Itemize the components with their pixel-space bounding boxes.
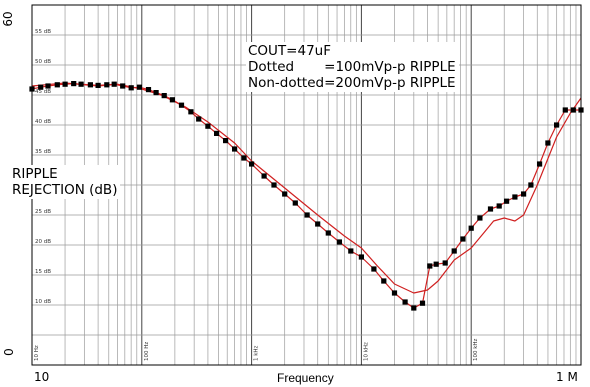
annotation-dotted: Dotted =100mVp-p RIPPLE xyxy=(248,59,456,75)
series-point-marker xyxy=(104,82,110,88)
series-point-marker xyxy=(402,299,408,305)
series-point-marker xyxy=(223,138,229,144)
series-point-marker xyxy=(38,84,44,90)
y-axis-title-line-2: REJECTION (dB) xyxy=(12,182,118,198)
decade-label: 100 Hz xyxy=(144,342,150,361)
series-point-marker xyxy=(512,194,518,200)
y-tick-label: 20 dB xyxy=(35,239,51,245)
series-layer xyxy=(29,81,584,311)
series-point-marker xyxy=(169,97,175,103)
series-point-marker xyxy=(87,82,93,88)
series-point-marker xyxy=(411,305,417,311)
series-point-marker xyxy=(358,254,364,260)
decade-label: 10 Hz xyxy=(34,345,40,361)
y-tick-label: 55 dB xyxy=(35,29,51,35)
series-point-marker xyxy=(528,182,534,188)
x-axis-min-label: 10 xyxy=(34,370,50,384)
series-point-marker xyxy=(178,102,185,108)
series-point-marker xyxy=(562,107,568,113)
series-point-marker xyxy=(292,200,298,206)
series-point-marker xyxy=(371,266,377,272)
series-point-marker xyxy=(381,278,387,284)
series-point-marker xyxy=(391,290,398,296)
series-point-marker xyxy=(451,248,457,254)
decade-label: 10 kHz xyxy=(363,342,369,361)
y-axis-title-line-1: RIPPLE xyxy=(12,166,58,182)
series-point-marker xyxy=(62,81,68,87)
y-tick-label: 35 dB xyxy=(35,149,51,155)
series-point-marker xyxy=(315,221,321,227)
legend-annotation: COUT=47uF Dotted =100mVp-p RIPPLE Non-dott… xyxy=(246,42,459,92)
series-point-marker xyxy=(419,300,426,306)
y-tick-label: 50 dB xyxy=(35,59,51,65)
series-point-marker xyxy=(153,90,159,96)
y-tick-label: 45 dB xyxy=(35,89,51,95)
series-point-marker xyxy=(496,203,502,209)
series-point-marker xyxy=(128,85,134,91)
series-point-marker xyxy=(196,116,202,122)
series-point-marker xyxy=(537,161,543,167)
series-point-marker xyxy=(487,206,494,212)
series-point-marker xyxy=(304,212,310,218)
series-point-marker xyxy=(554,122,560,128)
series-point-marker xyxy=(54,82,60,88)
series-point-marker xyxy=(348,248,354,254)
series-point-marker xyxy=(214,130,220,136)
series-point-marker xyxy=(241,155,247,161)
x-axis-max-label: 1 M xyxy=(556,370,578,384)
series-point-marker xyxy=(545,140,551,146)
series-point-marker xyxy=(433,261,439,267)
series-point-marker xyxy=(521,191,527,197)
x-axis-title: Frequency xyxy=(277,371,334,385)
series-point-marker xyxy=(442,260,448,266)
annotation-cout: COUT=47uF xyxy=(248,43,331,59)
y-tick-label: 40 dB xyxy=(35,119,51,125)
series-point-marker xyxy=(325,230,331,236)
decade-label: 1 kHz xyxy=(254,345,260,361)
y-axis-min-label: 0 xyxy=(2,348,16,356)
series-point-marker xyxy=(78,81,84,87)
decade-label: 100 kHz xyxy=(473,338,479,361)
series-point-marker xyxy=(136,84,142,90)
series-point-marker xyxy=(336,239,342,245)
series-point-marker xyxy=(261,173,267,179)
series-point-marker xyxy=(504,198,510,204)
series-point-marker xyxy=(232,146,238,152)
series-point-marker xyxy=(111,81,117,87)
series-point-marker xyxy=(120,83,126,89)
series-point-marker xyxy=(570,107,576,113)
series-point-marker xyxy=(427,263,433,269)
series-point-marker xyxy=(45,83,51,89)
decade-labels: 10 Hz 100 Hz 1 kHz 10 kHz 100 kHz xyxy=(34,338,479,361)
annotation-non-dotted: Non-dotted=200mVp-p RIPPLE xyxy=(248,75,456,91)
series-point-marker xyxy=(71,81,77,87)
grid-lines xyxy=(31,5,581,365)
y-tick-label: 10 dB xyxy=(35,299,51,305)
y-tick-label: 15 dB xyxy=(35,269,51,275)
series-point-marker xyxy=(271,182,277,188)
series-point-marker xyxy=(188,109,194,115)
series-point-marker xyxy=(205,123,211,129)
series-point-marker xyxy=(460,236,466,242)
y-axis-title: RIPPLE REJECTION (dB) xyxy=(10,165,121,199)
series-point-marker xyxy=(282,191,288,197)
y-tick-label: 25 dB xyxy=(35,209,51,215)
series-point-marker xyxy=(249,161,255,167)
series-point-marker xyxy=(95,82,101,88)
series-point-marker xyxy=(477,215,483,221)
y-axis-max-label: 60 xyxy=(1,11,15,27)
series-point-marker xyxy=(145,87,152,93)
series-point-marker xyxy=(161,93,167,99)
series-point-marker xyxy=(468,225,474,231)
